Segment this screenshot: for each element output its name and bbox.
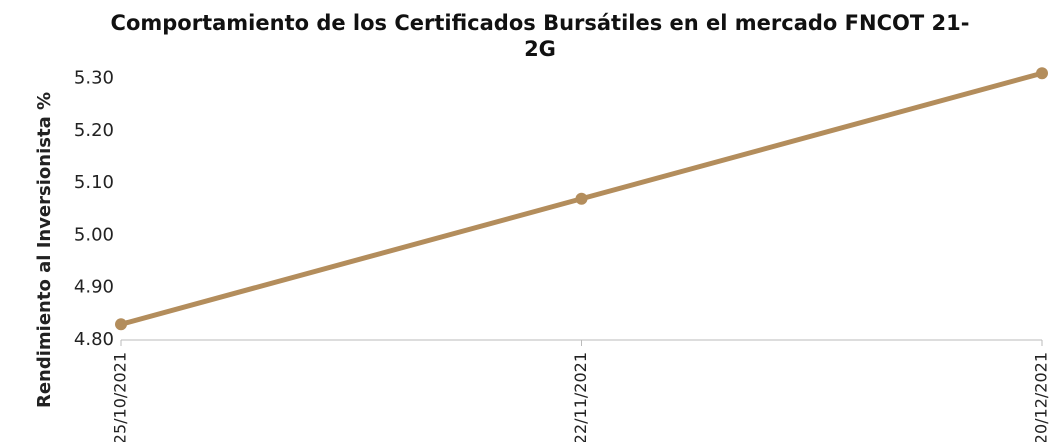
marker	[575, 192, 588, 205]
x-tick-label: 20/12/2021	[1032, 352, 1050, 442]
x-tick-label: 22/11/2021	[571, 352, 590, 442]
x-tick-label: 25/10/2021	[111, 352, 130, 442]
y-tick-label: 4.80	[74, 329, 114, 350]
y-tick-label: 5.00	[74, 224, 114, 245]
chart-title: Comportamiento de los Certificados Bursá…	[110, 11, 970, 61]
marker	[115, 318, 127, 331]
marker	[1036, 67, 1048, 80]
y-tick-label: 5.30	[74, 67, 114, 88]
y-axis-label: Rendimiento al Inversionista %	[34, 92, 55, 408]
y-tick-label: 5.20	[74, 120, 114, 141]
y-tick-label: 5.10	[74, 172, 114, 193]
y-tick-label: 4.90	[74, 277, 114, 298]
